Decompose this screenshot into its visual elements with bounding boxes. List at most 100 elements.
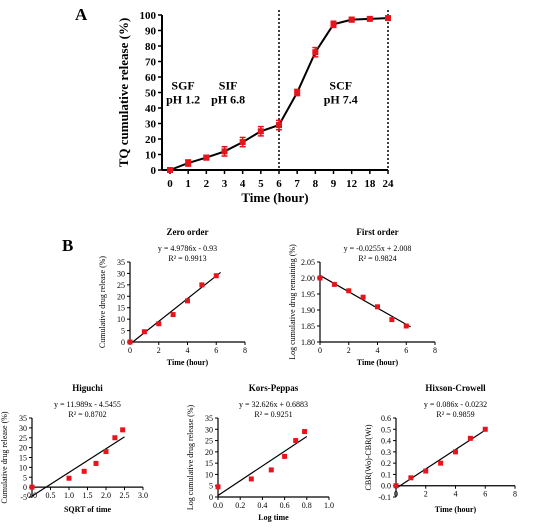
zero-x-axis-label: Time (hour)	[167, 358, 209, 367]
zero-equation: y = 4.9786x - 0.93	[158, 244, 217, 253]
first-y-tick-label: 2.00	[301, 274, 315, 283]
first-data-point	[360, 294, 366, 300]
zero-x-tick-label: 2	[157, 346, 161, 355]
higuchi-data-point	[112, 435, 118, 441]
hixson-x-tick-label: 4	[454, 490, 458, 499]
first-y-tick-label: 1.95	[301, 290, 315, 299]
korsmeyer-y-tick-label: 10	[205, 470, 213, 479]
korsmeyer-data-point	[268, 467, 274, 473]
zero-y-tick-label: 30	[117, 269, 125, 278]
zero-y-tick-label: 20	[117, 292, 125, 301]
korsmeyer-x-axis-label: Log time	[258, 513, 289, 522]
higuchi-r2: R² = 0.8702	[68, 410, 106, 419]
korsmeyer-equation: y = 32.626x + 0.6883	[239, 400, 308, 409]
zero-title: Zero order	[166, 227, 208, 237]
a-x-tick-label: 6	[276, 178, 282, 190]
a-y-tick-label: 70	[145, 57, 157, 69]
a-data-point	[203, 154, 210, 161]
first-data-point	[331, 281, 337, 287]
hixson-data-point	[467, 435, 473, 441]
a-y-tick-label: 10	[145, 150, 157, 162]
a-y-tick-label: 30	[145, 119, 157, 131]
higuchi-x-axis-label: SQRT of time	[64, 505, 112, 514]
zero-data-point	[170, 312, 176, 318]
korsmeyer-x-tick-label: 1.0	[324, 501, 334, 510]
hixson-data-point	[438, 460, 444, 466]
hixson-y-tick-label: 0.0	[381, 482, 391, 491]
a-y-tick-label: 40	[145, 103, 157, 115]
first-r2: R² = 0.9824	[358, 254, 396, 263]
a-x-tick-label: 5	[258, 178, 264, 190]
korsmeyer-y-tick-label: 35	[205, 414, 213, 423]
hixson-y-tick-label: 0.2	[381, 459, 391, 468]
first-title: First order	[356, 227, 398, 237]
a-region-name: SIF	[219, 78, 238, 92]
a-x-tick-label: 3	[222, 178, 228, 190]
korsmeyer-data-point	[302, 429, 308, 435]
higuchi-y-axis-label: Cumulative drug release (%)	[0, 411, 9, 504]
a-data-point	[312, 49, 319, 56]
a-x-tick-label: 7	[294, 178, 300, 190]
hixson-data-point	[393, 483, 399, 489]
first-x-tick-label: 0	[318, 346, 322, 355]
a-x-tick-label: 4	[240, 178, 246, 190]
zero-r2: R² = 0.9913	[168, 254, 206, 263]
zero-data-point	[213, 273, 219, 279]
a-data-point	[276, 122, 282, 129]
zero-x-tick-label: 4	[186, 346, 190, 355]
korsmeyer-y-axis-label: Log cumulative drug release (%)	[186, 405, 195, 511]
korsmeyer-data-point	[248, 476, 254, 482]
hixson-r2: R² = 0.9859	[436, 410, 474, 419]
higuchi-y-tick-label: 30	[19, 424, 27, 433]
korsmeyer-y-tick-label: 20	[205, 448, 213, 457]
higuchi-x-tick-label: 3.0	[138, 491, 148, 500]
zero-y-axis-label: Cumulative drug release (%)	[98, 256, 107, 349]
zero-data-point	[156, 321, 162, 327]
a-x-tick-label: 1	[185, 178, 191, 190]
first-y-tick-label: 1.80	[301, 338, 315, 347]
a-data-point	[185, 160, 192, 167]
a-data-point	[348, 16, 355, 23]
zero-x-tick-label: 8	[243, 346, 247, 355]
korsmeyer-y-tick-label: 0	[209, 493, 213, 502]
first-x-tick-label: 8	[433, 346, 437, 355]
a-x-tick-label: 0	[167, 178, 173, 190]
a-region-name: SGF	[171, 78, 194, 92]
a-region-ph: pH 1.2	[166, 92, 200, 106]
hixson-x-tick-label: 8	[513, 490, 517, 499]
a-y-tick-label: 50	[145, 88, 157, 100]
a-x-tick-label: 24	[383, 178, 395, 190]
higuchi-data-point	[120, 427, 126, 433]
first-data-point	[317, 275, 323, 281]
first-x-tick-label: 4	[376, 346, 380, 355]
hixson-y-tick-label: 0.1	[381, 470, 391, 479]
zero-y-tick-label: 5	[121, 327, 125, 336]
zero-y-tick-label: 15	[117, 304, 125, 313]
higuchi-data-point	[103, 449, 109, 455]
zero-y-tick-label: 25	[117, 281, 125, 290]
hixson-data-point	[453, 449, 458, 455]
hixson-y-tick-label: 0.3	[381, 448, 391, 457]
korsmeyer-x-tick-label: 0.8	[302, 501, 312, 510]
a-x-tick-label: 8	[313, 178, 319, 190]
zero-data-point	[185, 298, 190, 304]
higuchi-data-point	[66, 475, 72, 481]
higuchi-title: Higuchi	[72, 383, 103, 393]
korsmeyer-y-tick-label: 5	[209, 482, 213, 491]
korsmeyer-y-tick-label: 25	[205, 437, 213, 446]
a-data-point	[239, 139, 246, 146]
first-data-point	[375, 304, 380, 310]
higuchi-x-tick-label: 1.5	[83, 491, 93, 500]
a-y-tick-label: 0	[151, 165, 157, 177]
a-data-point	[257, 128, 264, 135]
korsmeyer-x-tick-label: 0.6	[280, 501, 290, 510]
panel-label-a: A	[75, 5, 88, 24]
a-region-ph: pH 6.8	[211, 92, 245, 106]
hixson-data-point	[482, 426, 488, 432]
first-x-axis-label: Time (hour)	[357, 358, 399, 367]
hixson-data-point	[423, 468, 429, 474]
zero-data-point	[127, 339, 133, 345]
a-data-point	[385, 15, 391, 22]
higuchi-x-tick-label: 0.5	[46, 491, 56, 500]
higuchi-x-tick-label: 2.5	[120, 491, 130, 500]
